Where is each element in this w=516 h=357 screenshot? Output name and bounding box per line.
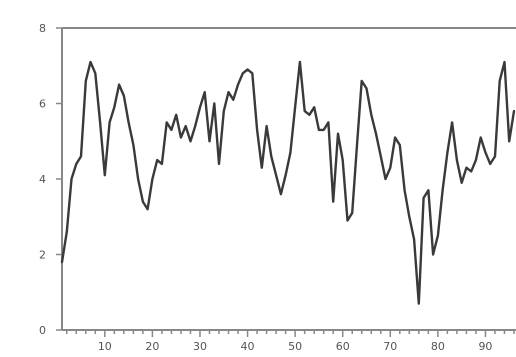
y-ticks: 0 2 4 6 8 <box>39 22 62 337</box>
x-tick-label: 40 <box>241 340 255 353</box>
axes <box>61 27 516 331</box>
x-tick-label: 50 <box>288 340 302 353</box>
y-tick-label: 4 <box>39 173 46 186</box>
x-tick-label: 20 <box>145 340 159 353</box>
x-tick-label: 60 <box>336 340 350 353</box>
x-tick-label: 10 <box>98 340 112 353</box>
x-tick-label: 70 <box>383 340 397 353</box>
x-tick-label: 30 <box>193 340 207 353</box>
series-line <box>60 60 516 305</box>
series <box>60 60 516 305</box>
y-tick-label: 2 <box>39 249 46 262</box>
y-tick-label: 6 <box>39 98 46 111</box>
x-tick-label: 90 <box>478 340 492 353</box>
y-tick-label: 8 <box>39 22 46 35</box>
x-tick-label: 80 <box>431 340 445 353</box>
x-ticks: 10 20 30 40 50 60 70 80 90 <box>66 330 515 353</box>
y-tick-label: 0 <box>39 324 46 337</box>
